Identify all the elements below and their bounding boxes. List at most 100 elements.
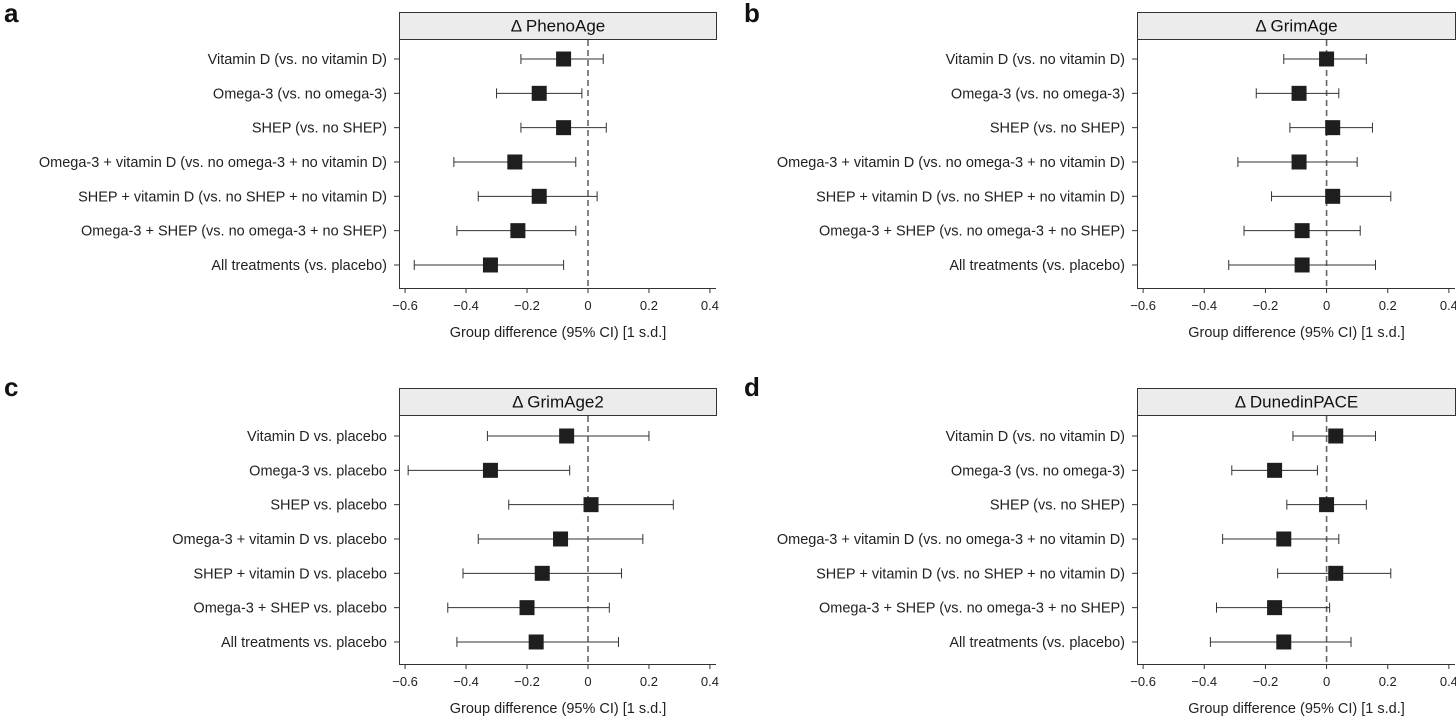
- point-estimate-marker: [1328, 565, 1344, 581]
- point-estimate-marker: [482, 462, 498, 478]
- x-tick-label: 0: [584, 674, 591, 689]
- row-label: SHEP vs. placebo: [270, 498, 387, 514]
- x-tick-label: −0.6: [1130, 298, 1156, 313]
- row-label: SHEP + vitamin D (vs. no SHEP + no vitam…: [78, 189, 387, 205]
- x-tick-label: 0.2: [1379, 298, 1397, 313]
- x-tick-label: −0.2: [1253, 674, 1279, 689]
- x-tick-label: 0.2: [640, 674, 658, 689]
- point-estimate-marker: [556, 120, 572, 136]
- point-estimate-marker: [1325, 188, 1341, 204]
- point-estimate-marker: [531, 188, 547, 204]
- x-tick-label: 0.2: [640, 298, 658, 313]
- row-label: SHEP + vitamin D (vs. no SHEP + no vitam…: [816, 566, 1125, 582]
- panel-title: Δ PhenoAge: [511, 17, 606, 36]
- panel-title: Δ DunedinPACE: [1235, 393, 1359, 412]
- row-label: Vitamin D (vs. no vitamin D): [946, 52, 1125, 68]
- x-axis-title: Group difference (95% CI) [1 s.d.]: [450, 701, 667, 717]
- point-estimate-marker: [1267, 462, 1283, 478]
- point-estimate-marker: [1328, 428, 1344, 444]
- forest-panel-c: c Δ GrimAge2 Vitamin D vs. placebo Omega-3 …: [4, 372, 719, 717]
- x-tick-label: 0.2: [1379, 674, 1397, 689]
- x-tick-label: −0.6: [1130, 674, 1156, 689]
- x-tick-label: 0.4: [701, 674, 719, 689]
- panel-title: Δ GrimAge: [1255, 17, 1337, 36]
- x-axis-title: Group difference (95% CI) [1 s.d.]: [1188, 701, 1405, 717]
- point-estimate-marker: [510, 223, 526, 239]
- point-estimate-marker: [519, 600, 535, 616]
- forest-panel-b: b Δ GrimAge Vitamin D (vs. no vitamin D) Om…: [744, 0, 1456, 341]
- point-estimate-marker: [1294, 257, 1310, 273]
- row-label: Omega-3 (vs. no omega-3): [951, 86, 1125, 102]
- row-label: All treatments (vs. placebo): [949, 258, 1125, 274]
- point-estimate-marker: [1319, 51, 1335, 67]
- point-estimate-marker: [507, 154, 523, 170]
- row-label: Omega-3 + vitamin D (vs. no omega-3 + no…: [39, 155, 387, 171]
- row-label: Omega-3 + vitamin D (vs. no omega-3 + no…: [777, 532, 1125, 548]
- row-label: SHEP (vs. no SHEP): [990, 121, 1125, 137]
- x-tick-label: 0: [1323, 298, 1330, 313]
- x-tick-label: −0.4: [1191, 674, 1217, 689]
- row-label: Omega-3 + SHEP (vs. no omega-3 + no SHEP…: [819, 601, 1125, 617]
- point-estimate-marker: [482, 257, 498, 273]
- row-label: Vitamin D (vs. no vitamin D): [946, 429, 1125, 445]
- row-label: All treatments (vs. placebo): [211, 258, 387, 274]
- point-estimate-marker: [556, 51, 572, 67]
- row-label: Omega-3 + SHEP (vs. no omega-3 + no SHEP…: [819, 224, 1125, 240]
- x-tick-label: −0.2: [514, 674, 540, 689]
- point-estimate-marker: [1291, 85, 1307, 101]
- point-estimate-marker: [1276, 531, 1292, 547]
- panel-letter: a: [4, 0, 19, 28]
- x-tick-label: 0: [584, 298, 591, 313]
- row-label: SHEP + vitamin D (vs. no SHEP + no vitam…: [816, 189, 1125, 205]
- panel-title: Δ GrimAge2: [512, 393, 604, 412]
- x-tick-label: −0.2: [514, 298, 540, 313]
- point-estimate-marker: [1319, 497, 1335, 513]
- point-estimate-marker: [528, 634, 544, 650]
- x-tick-label: −0.6: [392, 298, 418, 313]
- row-label: All treatments vs. placebo: [221, 635, 387, 651]
- forest-panel-d: d Δ DunedinPACE Vitamin D (vs. no vitamin …: [744, 372, 1456, 717]
- row-label: Omega-3 vs. placebo: [249, 463, 387, 479]
- point-estimate-marker: [1325, 120, 1341, 136]
- point-estimate-marker: [1291, 154, 1307, 170]
- row-label: All treatments (vs. placebo): [949, 635, 1125, 651]
- point-estimate-marker: [559, 428, 575, 444]
- panel-letter: b: [744, 0, 760, 28]
- x-axis-title: Group difference (95% CI) [1 s.d.]: [450, 325, 667, 341]
- x-axis-title: Group difference (95% CI) [1 s.d.]: [1188, 325, 1405, 341]
- point-estimate-marker: [1267, 600, 1283, 616]
- panel-title-strip: [399, 388, 717, 416]
- point-estimate-marker: [534, 565, 550, 581]
- panel-letter: d: [744, 372, 760, 402]
- point-estimate-marker: [531, 85, 547, 101]
- forest-panel-a: a Δ PhenoAge Vitamin D (vs. no vitamin D) O…: [4, 0, 719, 341]
- point-estimate-marker: [553, 531, 569, 547]
- row-label: Omega-3 (vs. no omega-3): [951, 463, 1125, 479]
- panel-letter: c: [4, 372, 18, 402]
- panel-title-strip: [1137, 388, 1456, 416]
- x-tick-label: 0.4: [1440, 298, 1456, 313]
- point-estimate-marker: [1276, 634, 1292, 650]
- point-estimate-marker: [1294, 223, 1310, 239]
- panel-title-strip: [1137, 12, 1456, 40]
- x-tick-label: 0: [1323, 674, 1330, 689]
- row-label: Omega-3 (vs. no omega-3): [213, 86, 387, 102]
- x-tick-label: −0.4: [453, 674, 479, 689]
- x-tick-label: −0.4: [453, 298, 479, 313]
- x-tick-label: −0.6: [392, 674, 418, 689]
- x-tick-label: −0.2: [1253, 298, 1279, 313]
- point-estimate-marker: [583, 497, 599, 513]
- x-tick-label: 0.4: [1440, 674, 1456, 689]
- row-label: Omega-3 + vitamin D vs. placebo: [172, 532, 387, 548]
- row-label: SHEP (vs. no SHEP): [252, 121, 387, 137]
- row-label: Omega-3 + vitamin D (vs. no omega-3 + no…: [777, 155, 1125, 171]
- row-label: Omega-3 + SHEP (vs. no omega-3 + no SHEP…: [81, 224, 387, 240]
- panel-title-strip: [399, 12, 717, 40]
- row-label: Vitamin D vs. placebo: [247, 429, 387, 445]
- x-tick-label: −0.4: [1191, 298, 1217, 313]
- row-label: SHEP (vs. no SHEP): [990, 498, 1125, 514]
- row-label: Vitamin D (vs. no vitamin D): [208, 52, 387, 68]
- row-label: Omega-3 + SHEP vs. placebo: [193, 601, 387, 617]
- row-label: SHEP + vitamin D vs. placebo: [193, 566, 387, 582]
